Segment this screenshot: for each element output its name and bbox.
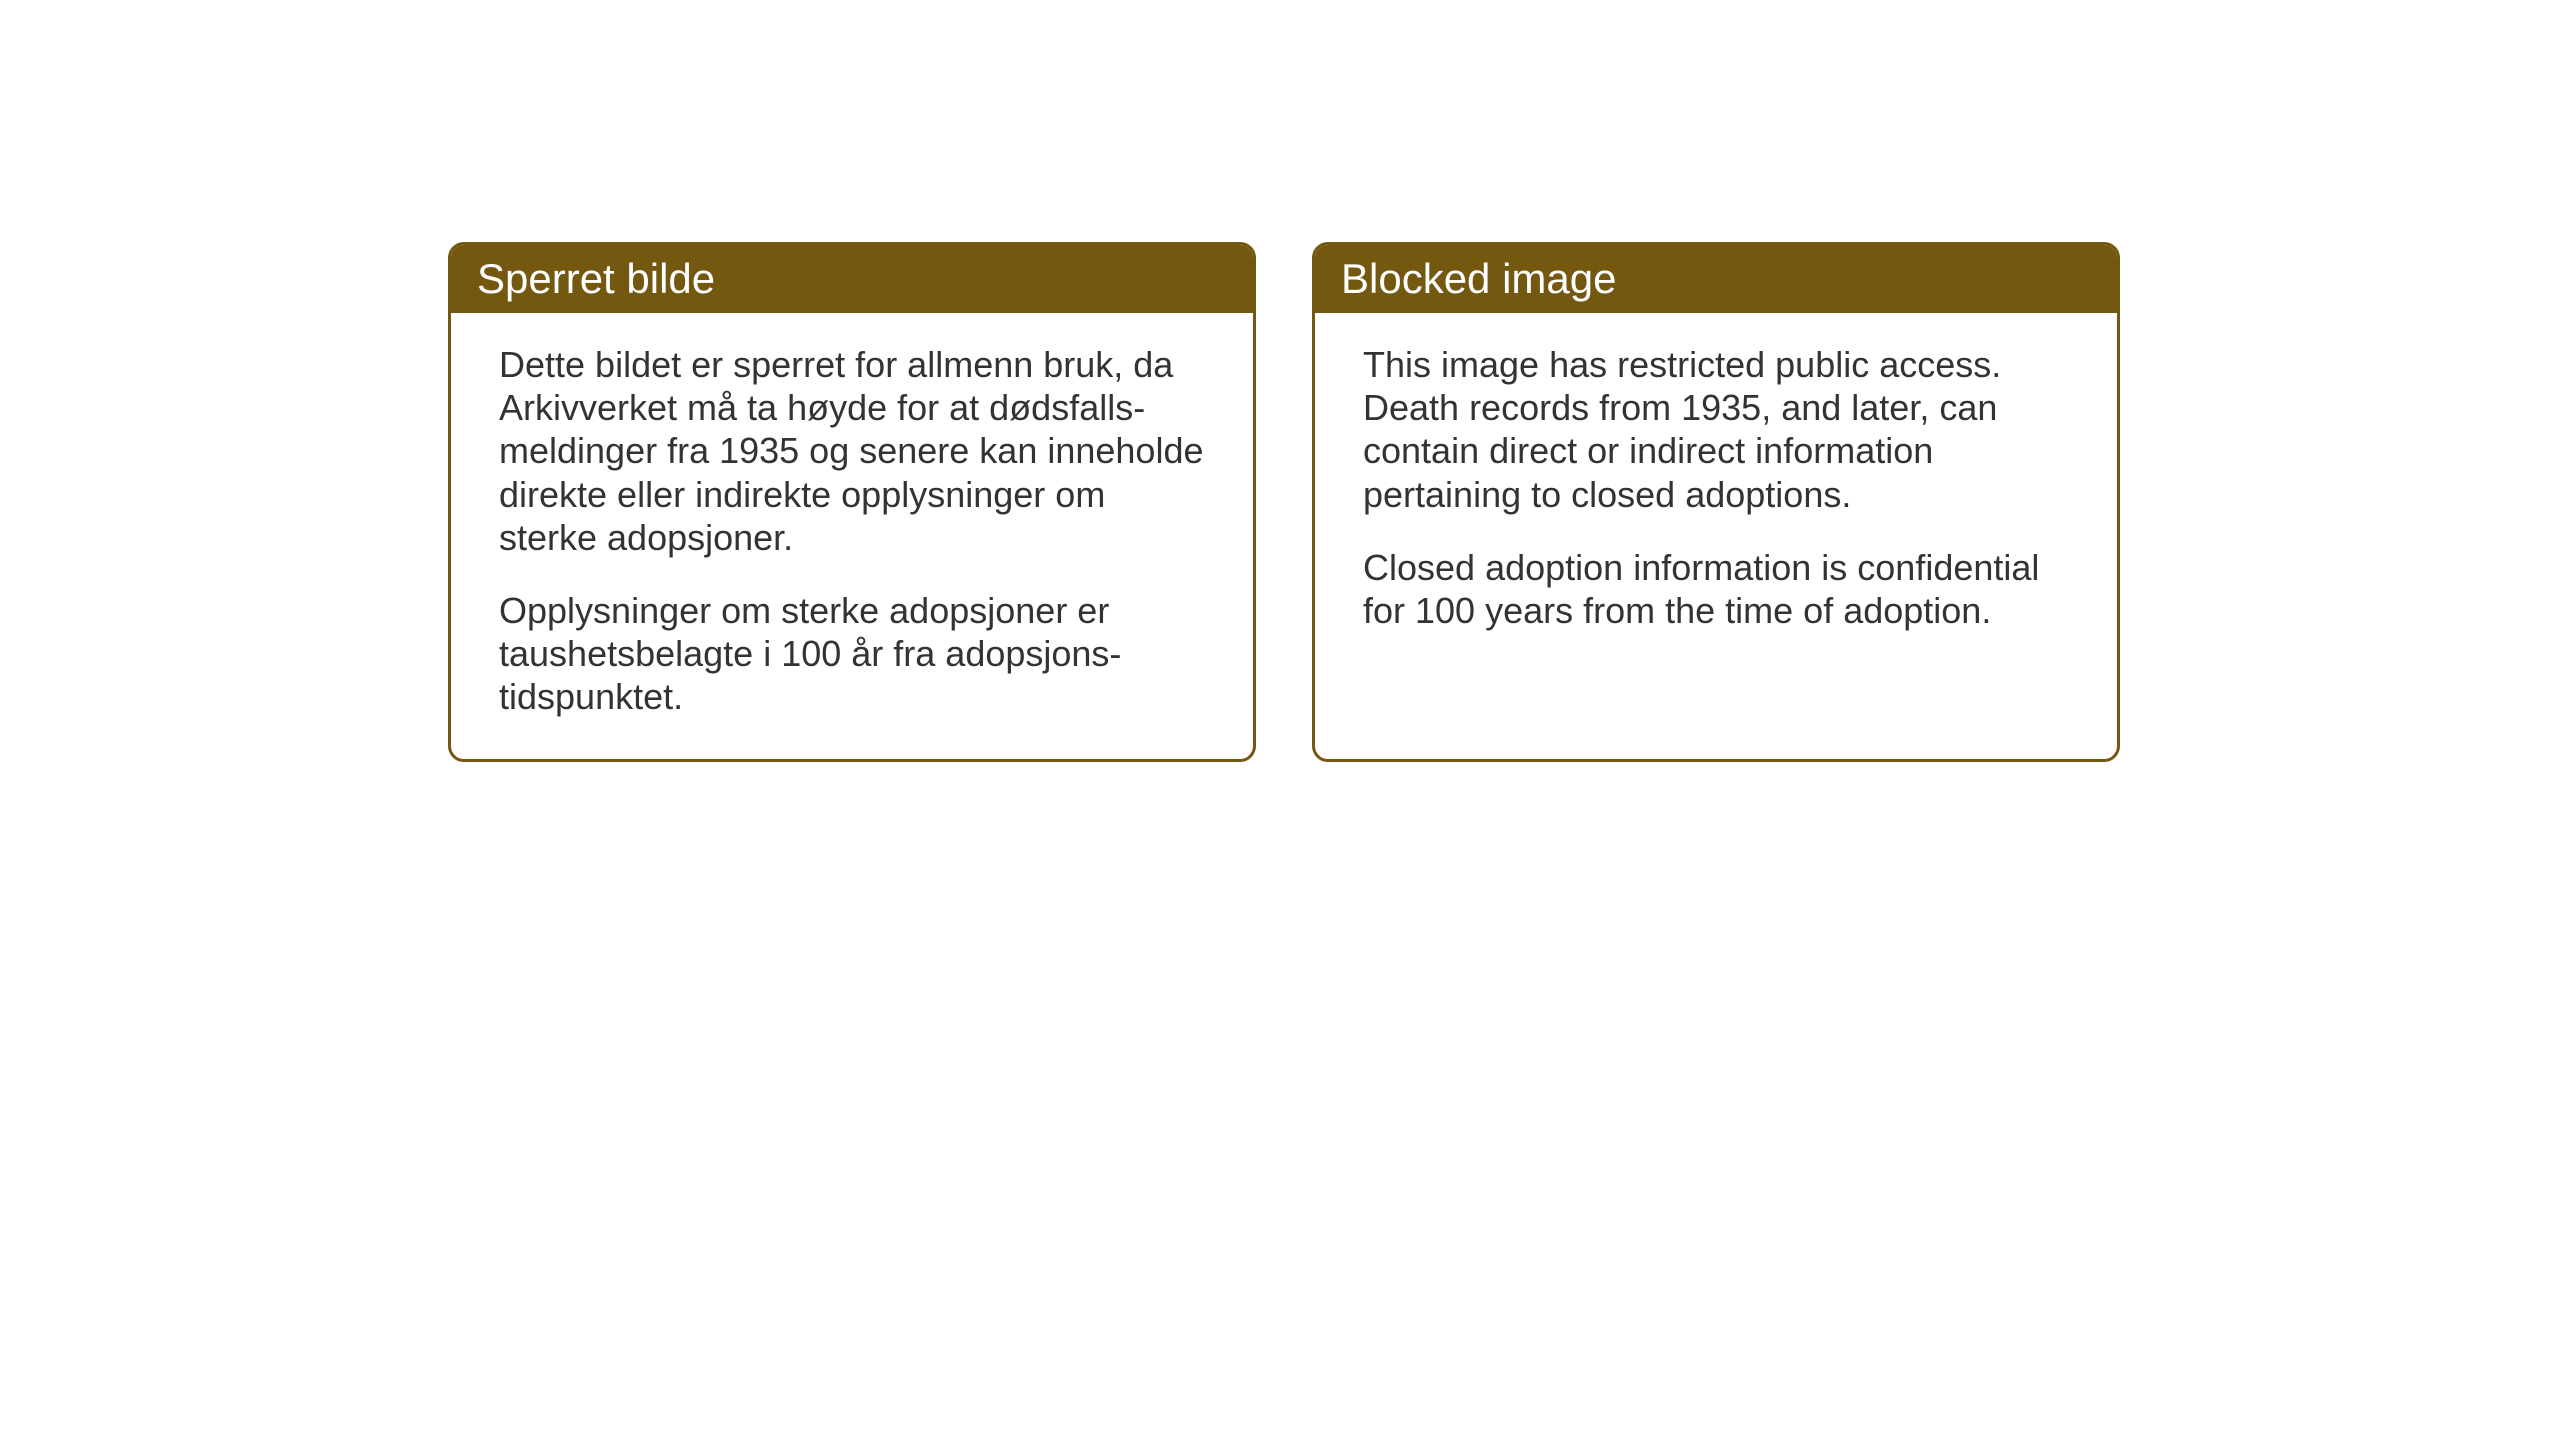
card-header-norwegian: Sperret bilde xyxy=(451,245,1253,313)
card-body-norwegian: Dette bildet er sperret for allmenn bruk… xyxy=(451,313,1253,759)
card-title-norwegian: Sperret bilde xyxy=(477,255,715,302)
card-header-english: Blocked image xyxy=(1315,245,2117,313)
card-paragraph-2-english: Closed adoption information is confident… xyxy=(1363,546,2069,632)
cards-container: Sperret bilde Dette bildet er sperret fo… xyxy=(448,242,2120,762)
card-paragraph-2-norwegian: Opplysninger om sterke adopsjoner er tau… xyxy=(499,589,1205,719)
card-paragraph-1-norwegian: Dette bildet er sperret for allmenn bruk… xyxy=(499,343,1205,559)
card-paragraph-1-english: This image has restricted public access.… xyxy=(1363,343,2069,516)
card-body-english: This image has restricted public access.… xyxy=(1315,313,2117,723)
card-title-english: Blocked image xyxy=(1341,255,1616,302)
blocked-image-card-norwegian: Sperret bilde Dette bildet er sperret fo… xyxy=(448,242,1256,762)
blocked-image-card-english: Blocked image This image has restricted … xyxy=(1312,242,2120,762)
